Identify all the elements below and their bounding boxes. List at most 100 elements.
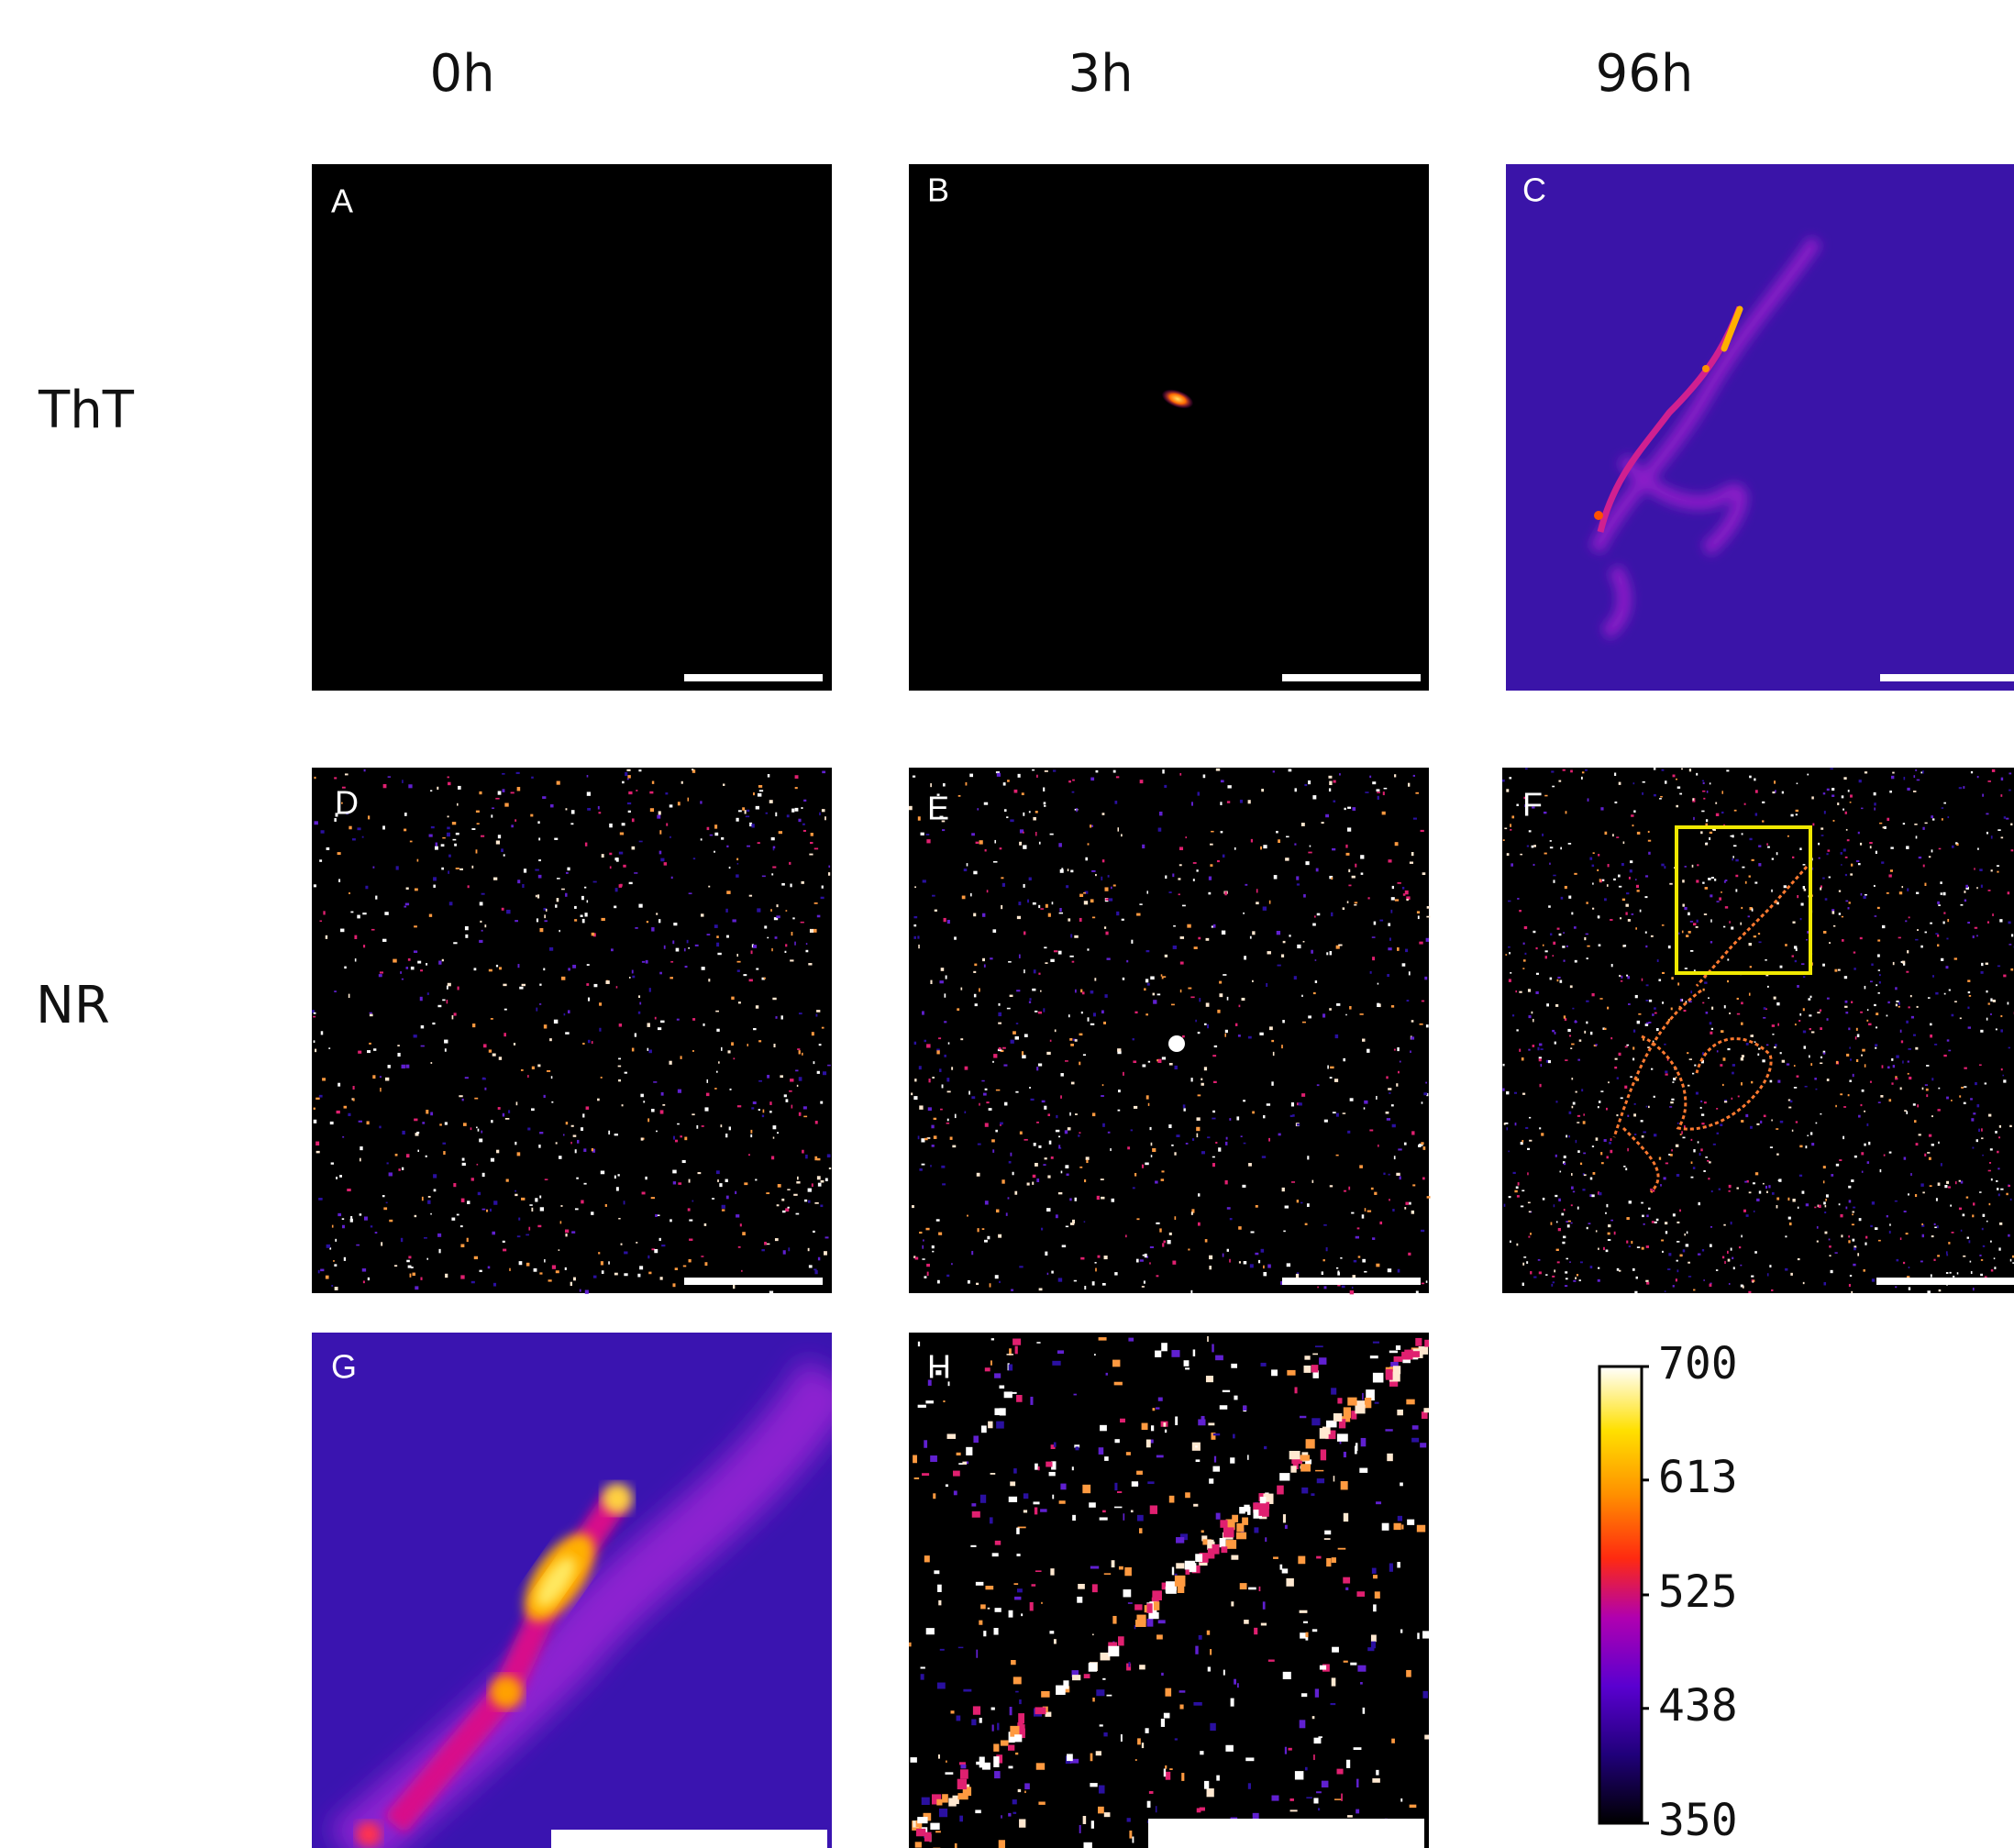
particle (1959, 787, 1962, 789)
particle (917, 1817, 927, 1823)
particle (1713, 1144, 1716, 1145)
particle (1891, 776, 1894, 779)
particle (339, 1175, 342, 1178)
particle (415, 1215, 417, 1217)
particle (1078, 1584, 1085, 1589)
particle (1213, 1433, 1220, 1435)
particle (1796, 948, 1798, 951)
particle (1374, 922, 1377, 925)
particle (1354, 1260, 1356, 1263)
particle (394, 1265, 397, 1267)
particle (402, 1065, 405, 1068)
particle (1278, 839, 1280, 843)
particle (1308, 1015, 1311, 1018)
particle (1333, 1476, 1335, 1481)
particle (1642, 1215, 1644, 1218)
particle (1392, 1209, 1394, 1212)
particle (1720, 1064, 1722, 1067)
particle (1171, 1145, 1173, 1146)
particle (1352, 807, 1356, 811)
particle (660, 1110, 664, 1113)
particle (1904, 1211, 1907, 1212)
particle (1273, 1052, 1275, 1056)
particle (1123, 1513, 1125, 1521)
particle (1039, 842, 1041, 845)
particle (1263, 1115, 1265, 1118)
particle (939, 980, 943, 983)
particle (1626, 1217, 1629, 1220)
particle (1009, 1610, 1013, 1618)
particle (617, 1174, 619, 1176)
particle (1635, 995, 1638, 998)
particle (714, 833, 718, 835)
particle (959, 1816, 963, 1822)
particle (1682, 904, 1684, 907)
particle (482, 1209, 486, 1211)
particle (1131, 1510, 1134, 1513)
particle (1817, 1226, 1819, 1229)
particle (1528, 1049, 1530, 1051)
particle (1694, 1065, 1696, 1067)
particle (1297, 945, 1300, 948)
particle (1862, 1171, 1864, 1173)
particle (1169, 1063, 1173, 1066)
particle (1244, 1261, 1247, 1264)
particle (1635, 927, 1637, 929)
particle (1047, 1273, 1049, 1275)
particle (615, 888, 618, 891)
particle (1179, 893, 1180, 895)
particle (1277, 1486, 1284, 1495)
particle (1212, 1163, 1215, 1167)
particle (1799, 847, 1801, 850)
particle (1942, 922, 1944, 924)
particle (1997, 829, 2000, 831)
particle (1522, 1140, 1523, 1143)
particle (1865, 771, 1867, 773)
particle (1400, 1176, 1401, 1179)
scale-bar (551, 1830, 827, 1848)
particle (1711, 1028, 1713, 1030)
particle (1379, 1222, 1382, 1224)
particle (1011, 1660, 1016, 1665)
particle (1112, 1560, 1115, 1567)
particle (1103, 1022, 1106, 1024)
particle (1929, 856, 1931, 858)
particle (1050, 1040, 1052, 1042)
particle (1736, 1188, 1738, 1190)
particle (1305, 1223, 1308, 1225)
particle (645, 1177, 647, 1179)
particle (1151, 1425, 1154, 1431)
particle (1101, 1095, 1104, 1097)
particle (1758, 1048, 1760, 1050)
particle (2000, 794, 2002, 797)
particle (1083, 1842, 1091, 1848)
particle (1219, 981, 1222, 984)
particle (1090, 778, 1094, 781)
particle (1250, 936, 1252, 939)
particle (1227, 1207, 1231, 1210)
particle (1090, 990, 1094, 993)
particle (1668, 946, 1671, 948)
particle (946, 1761, 947, 1763)
particle (357, 827, 360, 830)
particle (1261, 1363, 1267, 1367)
particle (511, 824, 514, 827)
particle (1610, 919, 1612, 921)
particle (941, 968, 945, 971)
particle (937, 1280, 940, 1284)
particle (1677, 1269, 1679, 1272)
particle (1272, 1796, 1279, 1801)
particle (1804, 889, 1806, 891)
particle (1157, 993, 1161, 995)
particle (1409, 971, 1411, 975)
particle (544, 1095, 546, 1098)
particle (1981, 1137, 1983, 1139)
particle (1289, 769, 1292, 771)
particle (722, 1205, 725, 1209)
particle (1535, 991, 1538, 994)
particle (571, 1231, 575, 1234)
particle (1010, 1481, 1015, 1486)
particle (519, 1261, 523, 1265)
particle (1286, 836, 1289, 838)
particle (1123, 1072, 1124, 1076)
